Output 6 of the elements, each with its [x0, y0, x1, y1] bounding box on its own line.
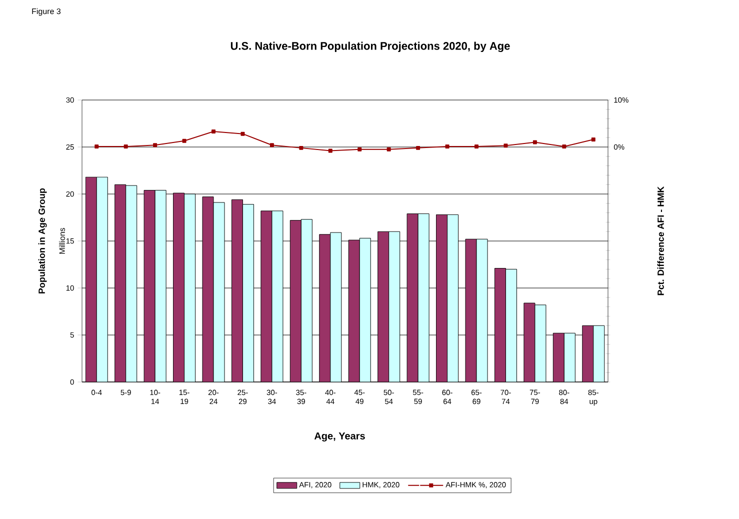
- caption: Figure 3: [32, 8, 61, 16]
- y2-axis-title: Pct. Difference AFI - HMK: [657, 186, 664, 296]
- text: Millions: [59, 228, 65, 254]
- chart-title: U.S. Native-Born Population Projections 2020, by Age: [230, 42, 510, 52]
- y-axis-title: Population in Age Group: [38, 188, 47, 294]
- x-axis-title: Age, Years: [314, 432, 365, 442]
